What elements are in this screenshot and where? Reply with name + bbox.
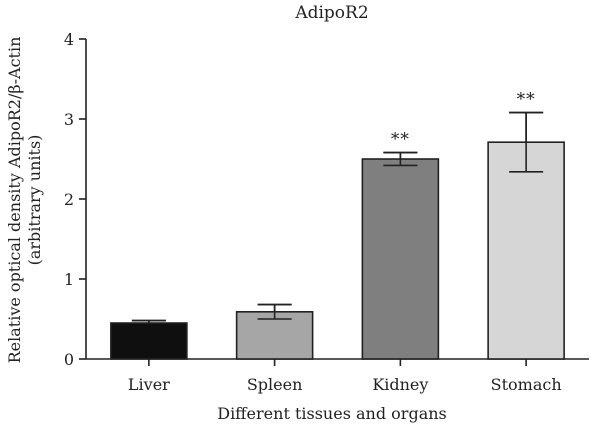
- x-tick-label: Stomach: [491, 375, 562, 394]
- bars: ** **: [110, 90, 565, 360]
- x-tick-label: Kidney: [372, 375, 428, 394]
- significance-marker: **: [391, 130, 410, 150]
- y-axis-label-line1: Relative optical density AdipoR2/β-Actin: [5, 37, 24, 364]
- y-ticks: 0 1 2 3 4: [64, 30, 86, 369]
- bar-kidney: [361, 158, 440, 360]
- y-tick-label: 2: [64, 190, 74, 209]
- significance-marker: **: [517, 90, 536, 110]
- x-tick-labels: Liver Spleen Kidney Stomach: [128, 359, 562, 394]
- bar-liver: [110, 322, 188, 360]
- x-tick-label: Liver: [128, 375, 170, 394]
- y-tick-label: 3: [64, 110, 74, 129]
- y-tick-label: 4: [64, 30, 74, 49]
- y-tick-label: 1: [64, 270, 74, 289]
- bar-stomach: [487, 141, 565, 360]
- x-axis-label: Different tissues and organs: [217, 404, 447, 423]
- y-tick-label: 0: [64, 350, 74, 369]
- x-tick-label: Spleen: [247, 375, 303, 394]
- y-axis-label: Relative optical density AdipoR2/β-Actin…: [5, 37, 44, 364]
- y-axis-label-line2: (arbitrary units): [25, 135, 44, 266]
- chart-title: AdipoR2: [294, 3, 368, 23]
